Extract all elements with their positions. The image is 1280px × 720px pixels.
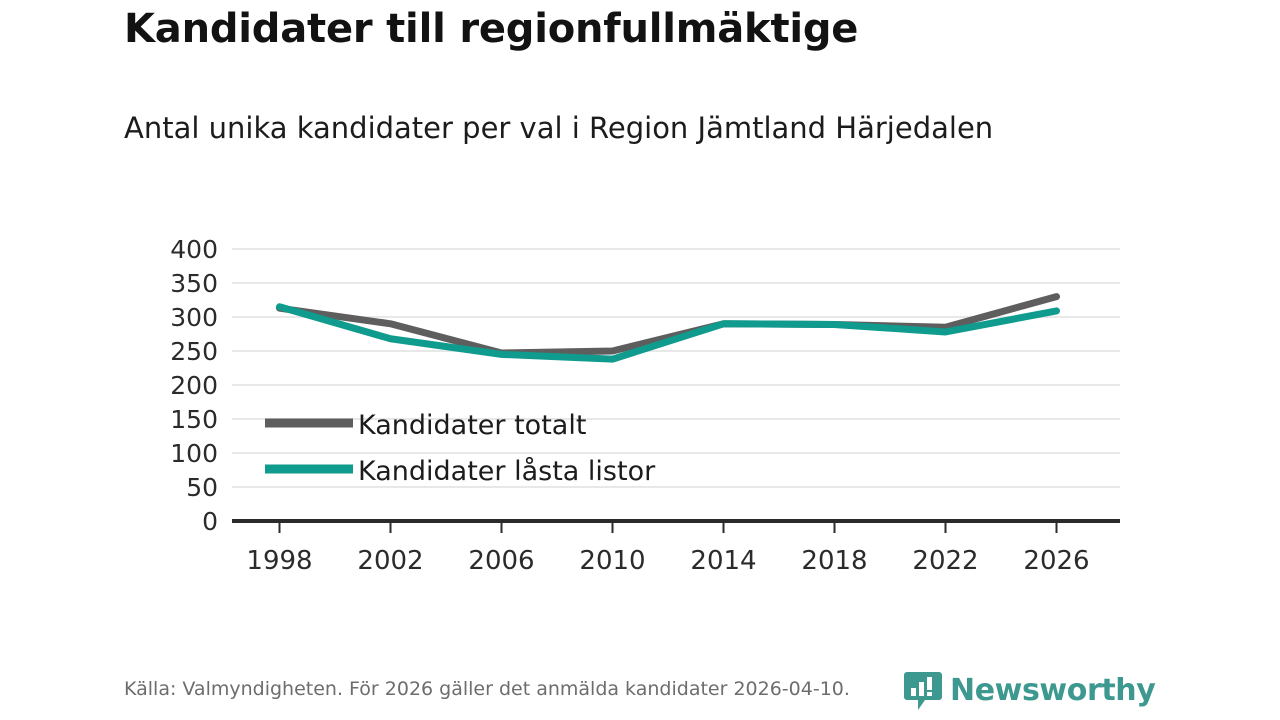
chart-legend: Kandidater totalt Kandidater låsta listor	[265, 410, 656, 487]
x-axis-tick-labels: 1998 2002 2006 2010 2014 2018 2022 2026	[246, 546, 1089, 576]
x-axis-ticks-group	[278, 521, 1058, 533]
x-axis-tick-label: 2002	[357, 546, 423, 576]
y-axis-tick-label: 50	[186, 473, 218, 502]
x-axis-tick-label: 2010	[579, 546, 645, 576]
x-axis-tick-label: 2018	[801, 546, 867, 576]
series-line	[276, 293, 1060, 357]
y-axis-tick-label: 300	[170, 303, 218, 332]
x-axis-tick-label: 1998	[246, 546, 312, 576]
legend-label: Kandidater totalt	[358, 410, 586, 441]
x-axis-tick-label: 2022	[912, 546, 978, 576]
source-note: Källa: Valmyndigheten. För 2026 gäller d…	[124, 678, 850, 700]
chart-subtitle: Antal unika kandidater per val i Region …	[124, 111, 994, 145]
y-axis-tick-label: 0	[202, 507, 218, 536]
y-axis-tick-label: 400	[170, 235, 218, 264]
y-axis-tick-label: 100	[170, 439, 218, 468]
page-title: Kandidater till regionfullmäktige	[124, 6, 859, 52]
x-axis-tick-label: 2006	[468, 546, 534, 576]
y-axis-tick-labels: 0 50 100 150 200 250 300 350 400	[170, 235, 218, 536]
newsworthy-logo: Newsworthy	[903, 670, 1156, 712]
gridlines-group	[232, 248, 1120, 488]
y-axis-tick-label: 150	[170, 405, 218, 434]
y-axis-tick-label: 200	[170, 371, 218, 400]
series-line	[276, 303, 1060, 363]
x-axis-tick-label: 2026	[1023, 546, 1089, 576]
newsworthy-logo-text: Newsworthy	[950, 673, 1156, 708]
y-axis-tick-label: 250	[170, 337, 218, 366]
x-axis-tick-label: 2014	[690, 546, 756, 576]
newsworthy-bar-chart-bubble-icon	[904, 672, 942, 710]
legend-label: Kandidater låsta listor	[358, 456, 656, 487]
y-axis-tick-label: 350	[170, 269, 218, 298]
series-lines-group	[276, 293, 1060, 363]
